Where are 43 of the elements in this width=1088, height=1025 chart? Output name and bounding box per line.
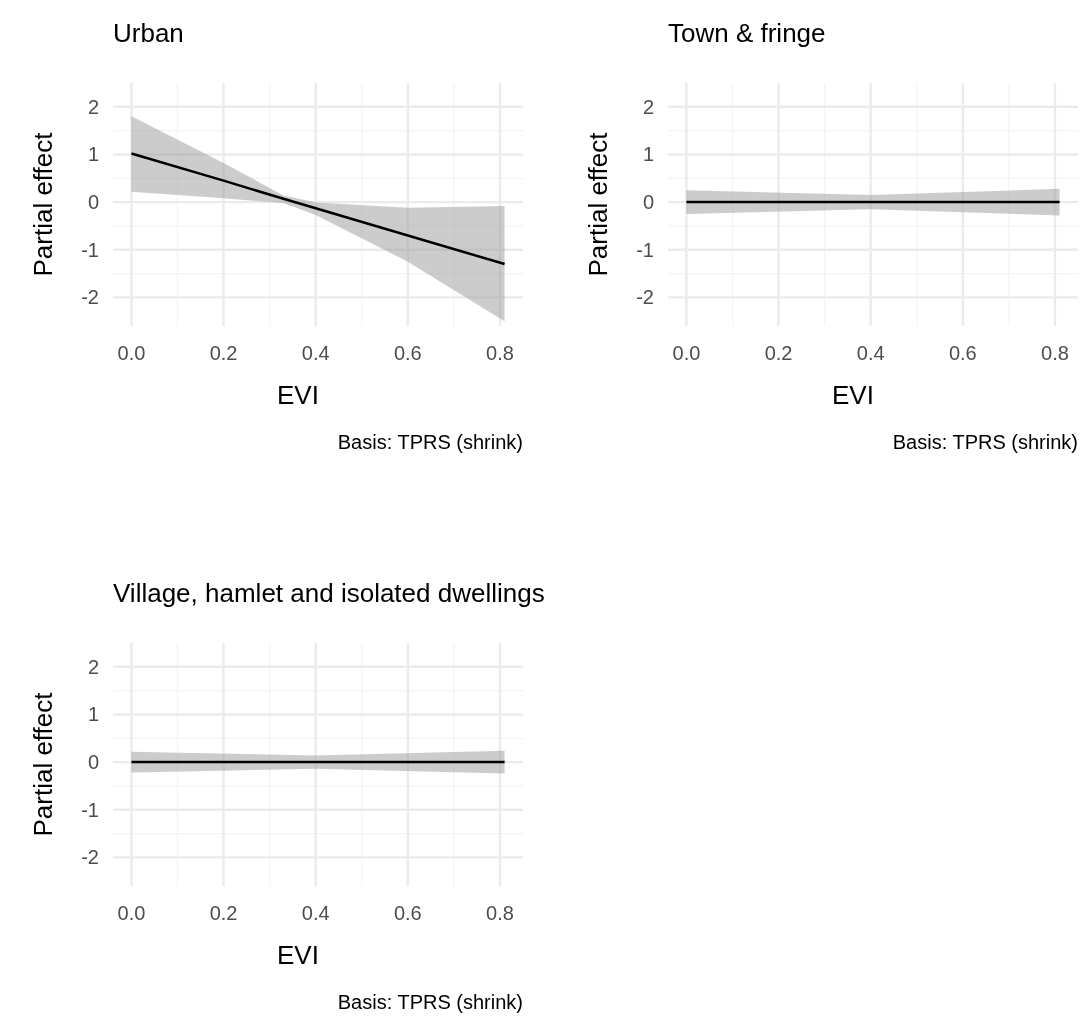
y-tick-label: 0: [642, 191, 654, 214]
y-tick-label: 2: [642, 95, 654, 118]
x-axis-title: EVI: [277, 380, 319, 410]
x-tick-label: 0.2: [209, 902, 238, 924]
x-tick-label: 0.6: [393, 902, 422, 924]
y-tick-label: -1: [636, 238, 654, 261]
x-axis-title: EVI: [832, 380, 874, 410]
x-tick-label: 0.0: [117, 902, 146, 924]
y-tick-label: 1: [87, 143, 99, 166]
y-tick-label: 2: [87, 95, 99, 118]
x-tick-label: 0.6: [948, 342, 977, 364]
y-tick-label: -2: [81, 846, 99, 869]
x-tick-label: 0.8: [1041, 342, 1069, 364]
x-tick-label: 0.8: [486, 342, 514, 364]
x-tick-label: 0.4: [301, 342, 330, 364]
x-axis-title: EVI: [277, 940, 319, 970]
y-tick-label: 1: [87, 703, 99, 726]
y-tick-label: 0: [87, 191, 99, 214]
text: Basis: TPRS (shrink): [337, 991, 523, 1013]
y-tick-label: -1: [81, 798, 99, 821]
text: Basis: TPRS (shrink): [337, 431, 523, 453]
x-tick-label: 0.4: [856, 342, 885, 364]
y-tick-label: -2: [636, 286, 654, 309]
y-axis-title: Partial effect: [28, 131, 58, 277]
y-tick-label: -2: [81, 286, 99, 309]
line-series: [130, 152, 506, 266]
y-tick-label: 1: [642, 143, 654, 166]
y-axis-title: Partial effect: [28, 691, 58, 837]
chart-title: Urban: [113, 18, 184, 48]
y-tick-label: -1: [81, 238, 99, 261]
chart-title: Town & fringe: [668, 18, 826, 48]
x-tick-label: 0.6: [393, 342, 422, 364]
chart-title: Village, hamlet and isolated dwellings: [113, 578, 545, 608]
y-tick-label: 2: [87, 655, 99, 678]
y-tick-label: 0: [87, 751, 99, 774]
x-tick-label: 0.0: [672, 342, 701, 364]
x-tick-label: 0.2: [764, 342, 793, 364]
x-tick-label: 0.2: [209, 342, 238, 364]
y-axis-title: Partial effect: [583, 131, 613, 277]
text: Basis: TPRS (shrink): [892, 431, 1078, 453]
x-tick-label: 0.8: [486, 902, 514, 924]
x-tick-label: 0.0: [117, 342, 146, 364]
x-tick-label: 0.4: [301, 902, 330, 924]
